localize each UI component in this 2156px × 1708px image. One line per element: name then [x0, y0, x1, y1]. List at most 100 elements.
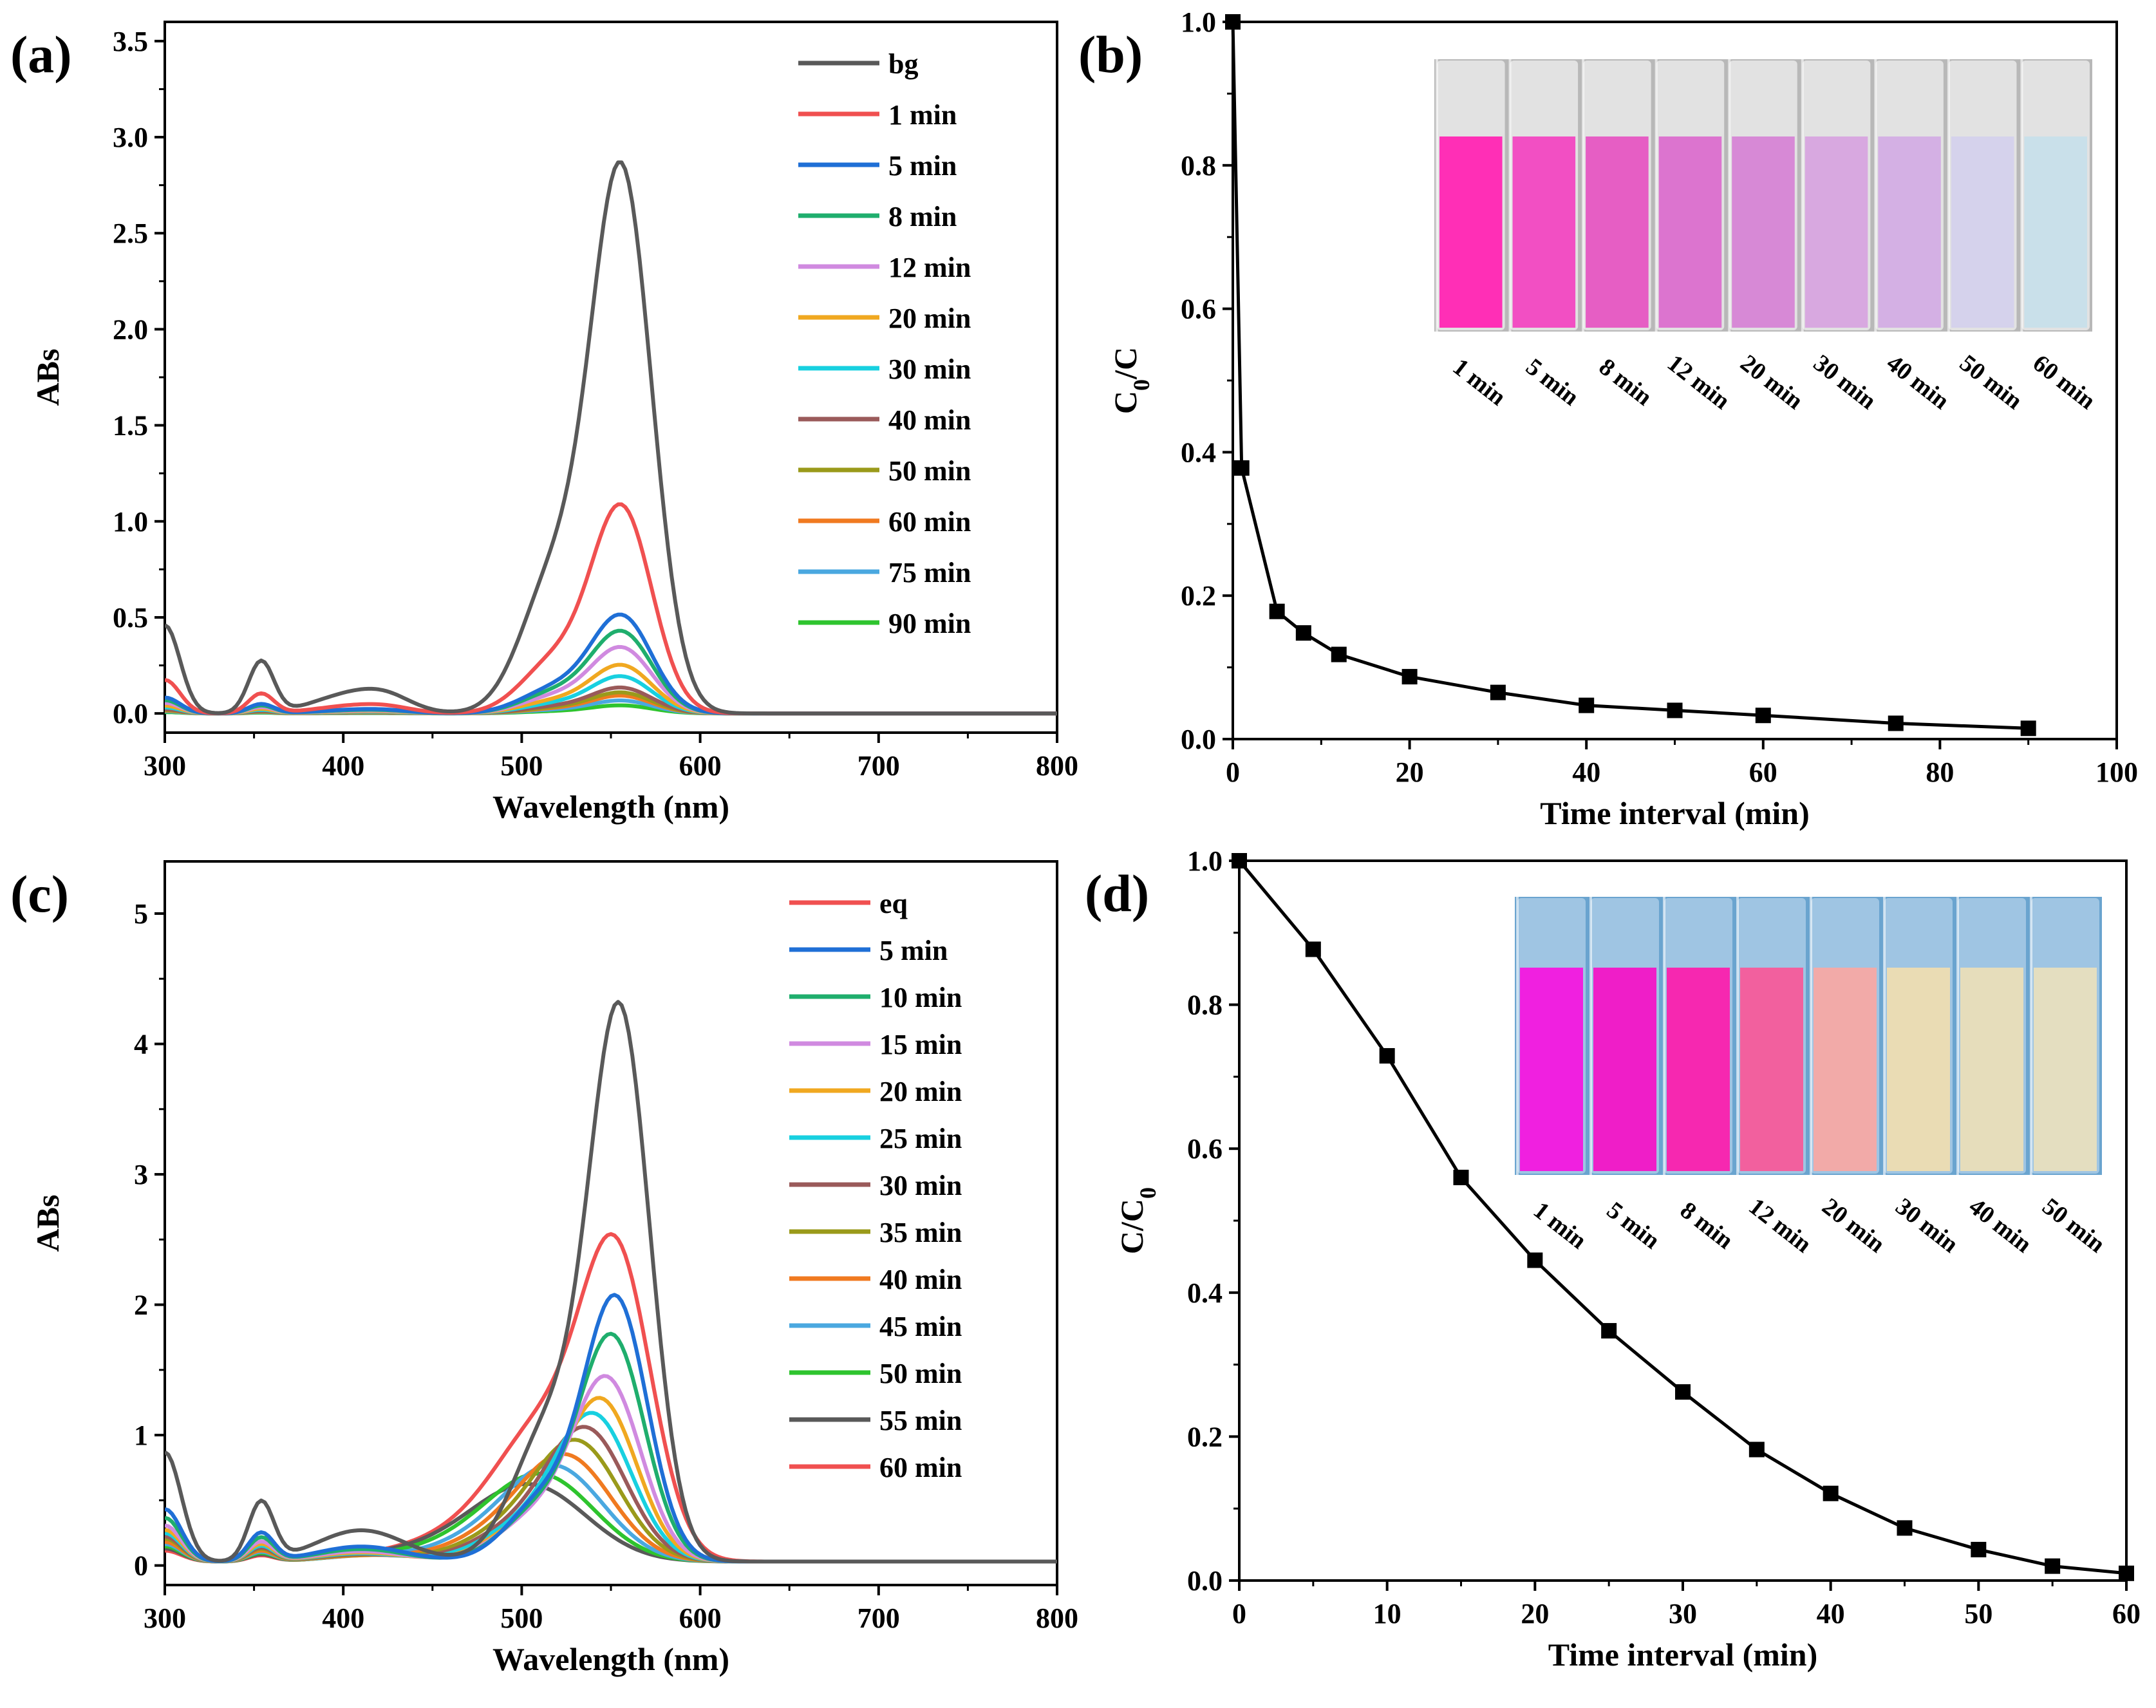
vial-label: 1 min: [1448, 353, 1511, 411]
x-tick-label: 800: [1036, 1602, 1078, 1634]
vial-label: 8 min: [1675, 1197, 1738, 1255]
vial-label: 30 min: [1808, 350, 1881, 415]
legend-entry: 10 min: [879, 982, 962, 1013]
legend-entry: 50 min: [888, 455, 971, 487]
vial-separator: [1436, 59, 1438, 332]
legend-entry: 75 min: [888, 557, 971, 588]
x-axis-title: Wavelength (nm): [492, 1641, 729, 1677]
y-tick-label: 3.5: [113, 26, 148, 57]
vial-liquid: [1951, 136, 2014, 328]
vial-separator: [1589, 897, 1592, 1175]
legend-entry: 5 min: [879, 935, 948, 966]
y-tick-label: 0.4: [1181, 436, 1216, 468]
y-tick-label: 0: [134, 1550, 148, 1582]
legend-entry: 20 min: [888, 303, 971, 334]
y-axis-title: ABs: [30, 349, 66, 406]
x-tick-label: 400: [322, 750, 364, 782]
x-tick-label: 60: [2112, 1598, 2141, 1629]
vial-liquid: [1960, 968, 2023, 1171]
x-tick-label: 80: [1926, 756, 1954, 788]
vial-liquid: [1512, 136, 1576, 328]
y-tick-label: 0.6: [1187, 1133, 1223, 1165]
vial-separator: [1663, 897, 1665, 1175]
data-point: [1490, 684, 1506, 700]
data-point: [1453, 1169, 1469, 1185]
data-line: [1231, 21, 2029, 730]
y-axis-text: C: [1107, 391, 1143, 414]
data-point: [1601, 1323, 1617, 1339]
x-tick-label: 700: [858, 1602, 900, 1634]
vial-liquid: [1804, 136, 1868, 328]
vial-liquid: [1658, 136, 1722, 328]
legend-entry: 1 min: [888, 99, 957, 131]
x-tick-label: 50: [1964, 1598, 1992, 1629]
y-tick-label: 0.8: [1187, 990, 1223, 1021]
y-tick-label: 0.4: [1187, 1277, 1223, 1309]
y-axis-subscript: 0: [1129, 379, 1154, 391]
data-point: [1823, 1485, 1839, 1501]
y-axis-text: C/C: [1114, 1199, 1150, 1254]
data-point: [1971, 1541, 1987, 1557]
vial-separator: [1810, 897, 1812, 1175]
vial-label: 40 min: [1964, 1193, 2036, 1258]
y-tick-label: 0.2: [1187, 1421, 1223, 1452]
y-tick-label: 2: [134, 1290, 148, 1321]
y-tick-label: 0.8: [1181, 150, 1216, 182]
legend-entry: 5 min: [888, 150, 957, 182]
inset-photo: 1 min 5 min 8 min 12 min 20 min 30 min 40 min 5…: [1434, 59, 2101, 415]
data-point: [1295, 625, 1311, 641]
panel-label: (b): [1078, 25, 1143, 84]
y-tick-label: 5: [134, 898, 148, 930]
series-lines: [165, 160, 1057, 716]
legend-entry: 15 min: [879, 1029, 962, 1060]
vial-label: 50 min: [2037, 1193, 2110, 1258]
vial-separator: [1883, 897, 1886, 1175]
vial-liquid: [1586, 136, 1649, 328]
vial-label: 30 min: [1890, 1193, 1963, 1258]
y-axis-title: C0/C: [1107, 347, 1154, 414]
vial-separator: [1728, 59, 1731, 332]
data-point: [1527, 1252, 1543, 1268]
panel-a: 300 400 500 600 700 800 0.0 0.5 1.0 1.5 2.0 2.5 3.0 3…: [10, 21, 1078, 825]
vial-separator: [1582, 59, 1585, 332]
panel-label: (a): [10, 25, 72, 84]
vial-separator: [1947, 59, 1950, 332]
vial-liquid: [1520, 968, 1583, 1171]
panel-d: 0 10 20 30 40 50 60 0.0 0.2 0.4 0.6 0.8 1.0 Time inte…: [1085, 845, 2141, 1673]
vial-label: 40 min: [1882, 350, 1954, 415]
y-axis-title: ABs: [30, 1195, 66, 1252]
x-tick-label: 10: [1373, 1598, 1401, 1629]
legend-entry: 50 min: [879, 1358, 962, 1389]
panel-label: (d): [1085, 864, 1149, 923]
vial-separator: [1874, 59, 1877, 332]
x-tick-label: 40: [1572, 756, 1600, 788]
data-point: [1269, 603, 1285, 619]
y-tick-label: 0.0: [1187, 1565, 1223, 1597]
legend-entry: 8 min: [888, 201, 957, 232]
vial-label: 20 min: [1817, 1193, 1889, 1258]
vial-label: 60 min: [2028, 350, 2101, 415]
vial-label: 12 min: [1662, 350, 1735, 415]
vial-liquid: [1878, 136, 1941, 328]
legend-entry: 25 min: [879, 1123, 962, 1154]
legend: eq 5 min 10 min 15 min 20 min 25 min 30 min 35 …: [789, 888, 962, 1483]
legend-entry: 60 min: [879, 1452, 962, 1483]
x-tick-label: 600: [679, 750, 722, 782]
vial-label: 20 min: [1735, 350, 1808, 415]
x-tick-label: 0: [1232, 1598, 1246, 1629]
vial-separator: [2030, 897, 2032, 1175]
inset-photo: 1 min 5 min 8 min 12 min 20 min 30 min 40 min 5…: [1515, 897, 2110, 1258]
x-tick-label: 100: [2095, 756, 2138, 788]
legend-entry: 40 min: [888, 404, 971, 436]
series-line: [165, 644, 1057, 716]
x-tick-label: 400: [322, 1602, 364, 1634]
x-tick-label: 700: [858, 750, 900, 782]
vial-label: 12 min: [1743, 1193, 1816, 1258]
vial-separator: [1801, 59, 1804, 332]
y-tick-label: 2.0: [113, 314, 148, 345]
vial-liquid: [1887, 968, 1950, 1171]
legend: bg 1 min 5 min 8 min 12 min 20 min 30 min 40 mi…: [798, 48, 971, 639]
legend-entry: 40 min: [879, 1264, 962, 1295]
legend-entry: 12 min: [888, 252, 971, 283]
